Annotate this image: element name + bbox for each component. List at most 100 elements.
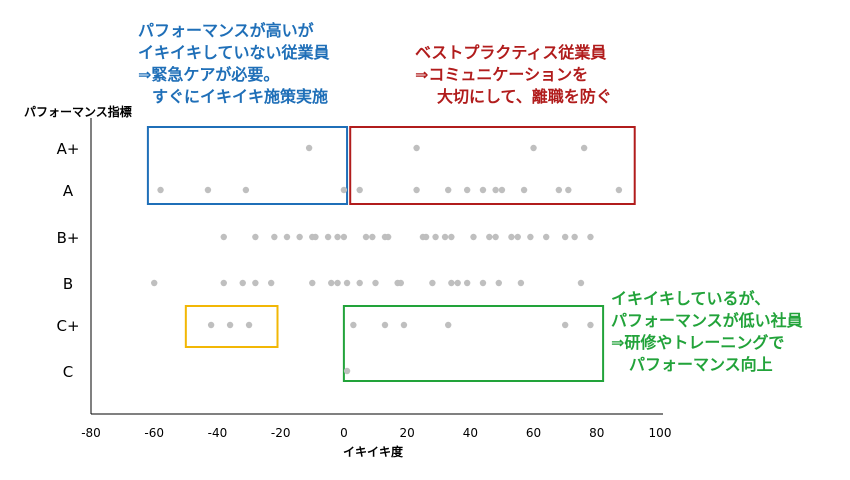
- data-point: [517, 279, 525, 287]
- data-point: [565, 186, 572, 194]
- region-box-red: [349, 126, 636, 205]
- data-point: [463, 186, 471, 194]
- data-point: [413, 186, 420, 194]
- data-point: [508, 233, 515, 241]
- x-tick-label: 20: [399, 426, 414, 440]
- data-point: [151, 279, 158, 287]
- x-tick-label: 80: [589, 426, 604, 440]
- data-point: [422, 233, 430, 241]
- data-point: [381, 321, 389, 329]
- y-tick-label: C+: [56, 317, 79, 335]
- region-box-green: [342, 305, 605, 382]
- data-point: [372, 279, 379, 287]
- data-point: [245, 321, 253, 329]
- data-point: [343, 367, 351, 375]
- data-point: [356, 279, 363, 287]
- data-point: [441, 233, 449, 241]
- annotation-red-line-2: ⇒コミュニケーションを: [415, 65, 589, 84]
- x-tick-label: -60: [144, 426, 164, 440]
- data-point: [432, 233, 439, 241]
- x-tick-label: -80: [81, 426, 101, 440]
- data-point: [492, 233, 499, 241]
- data-point: [429, 279, 436, 287]
- annotation-green: イキイキしているが、 パフォーマンスが低い社員 ⇒研修やトレーニングで パフォー…: [611, 288, 803, 376]
- data-point: [479, 186, 487, 194]
- x-tick-label: -20: [271, 426, 291, 440]
- data-point: [328, 279, 335, 287]
- data-point: [555, 186, 563, 194]
- data-point: [369, 233, 376, 241]
- data-point: [324, 233, 332, 241]
- data-point: [397, 279, 404, 287]
- data-point: [252, 233, 259, 241]
- data-point: [340, 186, 348, 194]
- data-point: [587, 233, 594, 241]
- data-point: [207, 321, 215, 329]
- data-point: [479, 279, 487, 287]
- annotation-blue-line-1: パフォーマンスが高いが: [138, 21, 314, 40]
- data-point: [486, 233, 493, 241]
- data-point: [305, 144, 313, 152]
- data-point: [577, 279, 585, 287]
- x-tick-label: 60: [526, 426, 541, 440]
- data-point: [454, 279, 461, 287]
- data-point: [400, 321, 408, 329]
- x-axis-title: イキイキ度: [343, 445, 404, 459]
- annotation-green-line-3: ⇒研修やトレーニングで: [611, 333, 785, 352]
- data-point: [498, 186, 506, 194]
- data-point: [226, 321, 234, 329]
- data-point: [520, 186, 528, 194]
- data-point: [343, 279, 351, 287]
- x-tick-label: 0: [340, 426, 348, 440]
- data-point: [309, 279, 316, 287]
- y-tick-label: A+: [57, 140, 80, 158]
- data-point: [413, 144, 420, 152]
- data-point: [571, 233, 578, 241]
- data-point: [448, 233, 455, 241]
- data-point: [242, 186, 250, 194]
- data-point: [220, 233, 227, 241]
- annotation-green-line-4: パフォーマンス向上: [629, 355, 773, 374]
- data-point: [334, 233, 341, 241]
- data-point: [530, 144, 537, 152]
- annotation-blue-line-4: すぐにイキイキ施策実施: [152, 87, 329, 106]
- annotation-blue: パフォーマンスが高いが イキイキしていない従業員 ⇒緊急ケアが必要。 すぐにイキ…: [138, 20, 330, 108]
- annotation-red-line-1: ベストプラクティス従業員: [415, 43, 607, 62]
- x-tick-label: 100: [649, 426, 672, 440]
- data-point: [362, 233, 370, 241]
- annotation-red: ベストプラクティス従業員 ⇒コミュニケーションを 大切にして、離職を防ぐ: [415, 42, 612, 108]
- data-point: [239, 279, 246, 287]
- data-point: [495, 279, 502, 287]
- y-tick-label: C: [63, 363, 73, 381]
- annotation-blue-line-2: イキイキしていない従業員: [138, 43, 330, 62]
- data-point: [543, 233, 550, 241]
- data-point: [492, 186, 499, 194]
- x-tick-label: 40: [463, 426, 478, 440]
- data-point: [204, 186, 212, 194]
- y-tick-label: B+: [57, 229, 80, 247]
- data-point: [448, 279, 455, 287]
- data-point: [445, 186, 452, 194]
- data-point: [445, 321, 452, 329]
- data-point: [267, 279, 275, 287]
- data-point: [356, 186, 363, 194]
- region-box-yellow: [184, 305, 279, 348]
- data-point: [157, 186, 164, 194]
- data-point: [340, 233, 348, 241]
- data-point: [514, 233, 521, 241]
- data-point: [220, 279, 227, 287]
- data-point: [527, 233, 534, 241]
- data-point: [470, 233, 477, 241]
- data-point: [334, 279, 341, 287]
- data-point: [561, 233, 569, 241]
- data-point: [283, 233, 291, 241]
- data-point: [580, 144, 588, 152]
- y-tick-label: A: [63, 182, 74, 200]
- data-point: [312, 233, 319, 241]
- y-axis-title: パフォーマンス指標: [24, 105, 132, 119]
- annotation-red-line-3: 大切にして、離職を防ぐ: [437, 87, 612, 106]
- data-point: [271, 233, 278, 241]
- data-point: [615, 186, 623, 194]
- data-point: [587, 321, 594, 329]
